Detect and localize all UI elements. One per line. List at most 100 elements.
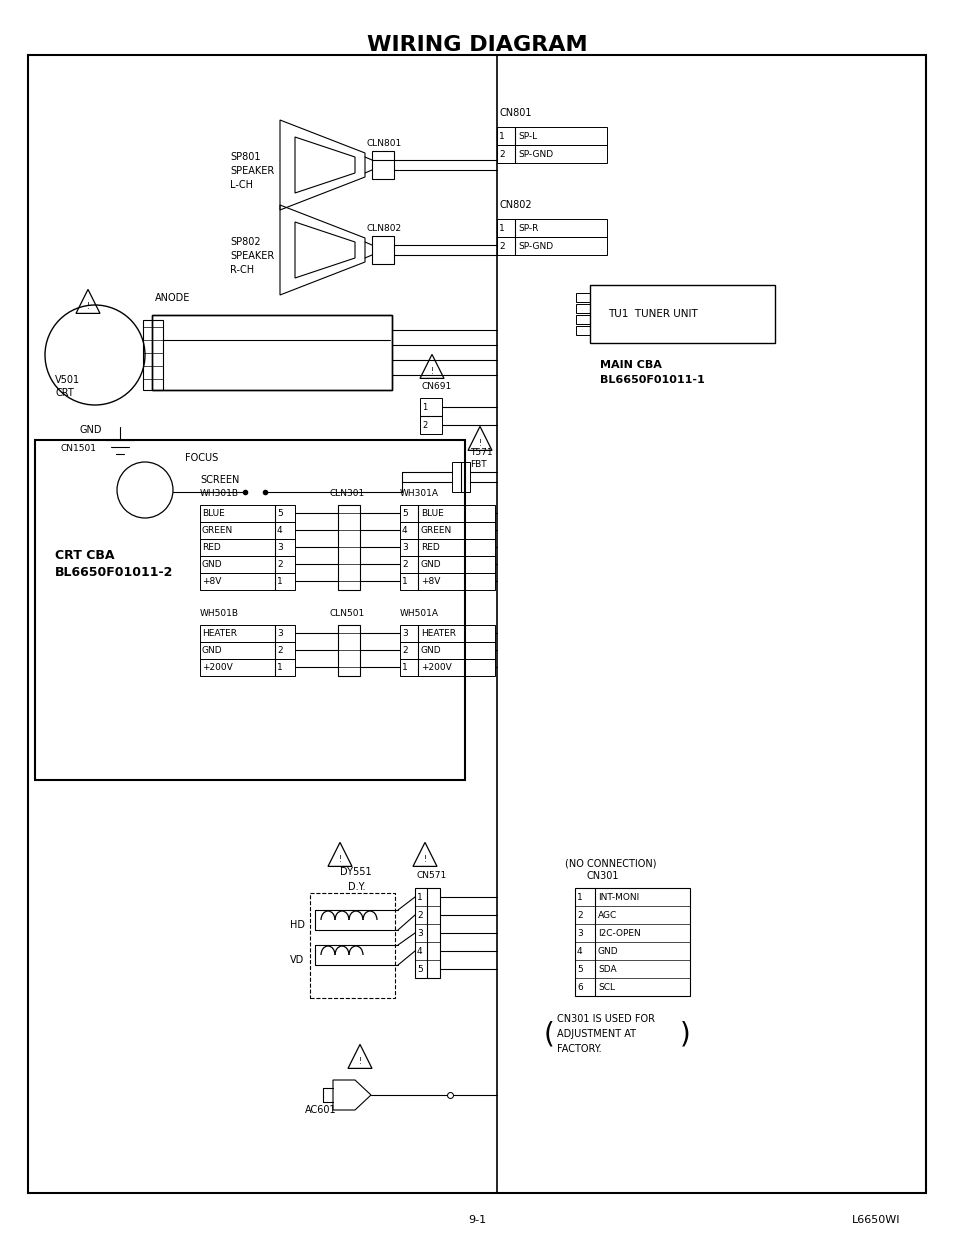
- Bar: [152, 314, 392, 390]
- Bar: [399, 573, 495, 590]
- Text: 1: 1: [276, 663, 282, 671]
- Text: ): ): [679, 1021, 690, 1048]
- Text: +200V: +200V: [420, 663, 452, 671]
- Bar: [399, 556, 495, 573]
- Text: FBT: FBT: [470, 460, 486, 469]
- Bar: [419, 398, 441, 434]
- Text: SCL: SCL: [598, 982, 615, 992]
- Text: 3: 3: [577, 929, 582, 937]
- Bar: [143, 319, 163, 390]
- Text: MAIN CBA: MAIN CBA: [599, 360, 661, 370]
- Bar: [497, 237, 606, 255]
- Text: CN1501: CN1501: [60, 444, 96, 452]
- Text: !: !: [430, 367, 433, 375]
- Text: CN691: CN691: [421, 382, 452, 390]
- Bar: [399, 659, 495, 676]
- Bar: [200, 641, 294, 659]
- Text: 4: 4: [416, 946, 422, 956]
- Text: 1: 1: [276, 577, 282, 585]
- Text: 3: 3: [401, 542, 407, 552]
- Text: 2: 2: [401, 645, 407, 655]
- Bar: [372, 150, 394, 179]
- Text: !: !: [338, 855, 341, 864]
- Text: SPEAKER: SPEAKER: [230, 167, 274, 177]
- Bar: [152, 314, 392, 390]
- Text: R-CH: R-CH: [230, 265, 253, 275]
- Text: 1: 1: [577, 892, 582, 901]
- Text: 2: 2: [401, 559, 407, 568]
- Text: GND: GND: [202, 559, 222, 568]
- Bar: [576, 314, 589, 324]
- Text: I2C-OPEN: I2C-OPEN: [598, 929, 640, 937]
- Text: 4: 4: [276, 526, 282, 534]
- Text: V501: V501: [55, 375, 80, 385]
- Bar: [372, 236, 394, 264]
- Text: (NO CONNECTION): (NO CONNECTION): [564, 858, 656, 868]
- Bar: [497, 219, 606, 237]
- Text: FOCUS: FOCUS: [185, 452, 218, 462]
- Text: WH301B: WH301B: [200, 488, 239, 497]
- Text: ANODE: ANODE: [154, 293, 191, 303]
- Text: BLUE: BLUE: [202, 508, 225, 517]
- Text: 2: 2: [421, 420, 427, 430]
- Text: 5: 5: [401, 508, 407, 517]
- Bar: [399, 505, 495, 522]
- Text: 5: 5: [577, 965, 582, 973]
- Bar: [399, 625, 495, 641]
- Text: GND: GND: [80, 425, 102, 435]
- Text: BLUE: BLUE: [420, 508, 443, 517]
- Text: 2: 2: [577, 911, 582, 920]
- Bar: [415, 888, 439, 978]
- Text: TU1  TUNER UNIT: TU1 TUNER UNIT: [607, 310, 697, 319]
- Text: 2: 2: [498, 149, 504, 159]
- Text: 5: 5: [276, 508, 282, 517]
- Text: 3: 3: [401, 629, 407, 638]
- Text: 1: 1: [498, 224, 504, 232]
- Text: 1: 1: [401, 577, 407, 585]
- Text: +8V: +8V: [420, 577, 440, 585]
- Text: 4: 4: [577, 946, 582, 956]
- Text: T571: T571: [470, 447, 492, 456]
- Text: GREEN: GREEN: [420, 526, 452, 534]
- Text: 5: 5: [416, 965, 422, 973]
- Text: ADJUSTMENT AT: ADJUSTMENT AT: [557, 1029, 636, 1039]
- Text: SP802: SP802: [230, 237, 260, 247]
- Text: HEATER: HEATER: [202, 629, 236, 638]
- Text: SCREEN: SCREEN: [200, 475, 239, 485]
- Bar: [200, 522, 294, 539]
- Text: SP-GND: SP-GND: [517, 149, 553, 159]
- Text: CLN801: CLN801: [367, 138, 402, 148]
- Bar: [200, 573, 294, 590]
- Text: !: !: [478, 439, 481, 447]
- Bar: [497, 127, 606, 145]
- Text: !: !: [423, 855, 426, 864]
- Text: !: !: [358, 1057, 361, 1065]
- Bar: [399, 539, 495, 556]
- Bar: [200, 659, 294, 676]
- Text: CN571: CN571: [416, 871, 447, 880]
- Bar: [337, 505, 359, 590]
- Text: INT-MONI: INT-MONI: [598, 892, 639, 901]
- Bar: [200, 625, 294, 641]
- Text: GND: GND: [598, 946, 618, 956]
- Text: BL6650F01011-1: BL6650F01011-1: [599, 375, 704, 385]
- Text: WH301A: WH301A: [399, 488, 438, 497]
- Bar: [497, 145, 606, 163]
- Text: SP801: SP801: [230, 152, 260, 162]
- Text: WH501B: WH501B: [200, 609, 239, 618]
- Text: GREEN: GREEN: [202, 526, 233, 534]
- Text: HEATER: HEATER: [420, 629, 456, 638]
- Text: 3: 3: [276, 542, 282, 552]
- Text: +200V: +200V: [202, 663, 233, 671]
- Text: 2: 2: [498, 241, 504, 251]
- Text: CRT CBA: CRT CBA: [55, 548, 114, 562]
- Text: RED: RED: [420, 542, 439, 552]
- Text: 2: 2: [276, 559, 282, 568]
- Text: 1: 1: [498, 132, 504, 140]
- Text: CLN802: CLN802: [367, 224, 402, 232]
- Bar: [310, 892, 395, 998]
- Text: CN802: CN802: [499, 200, 532, 210]
- Text: RED: RED: [202, 542, 220, 552]
- Text: 1: 1: [421, 403, 427, 411]
- Text: !: !: [87, 302, 90, 311]
